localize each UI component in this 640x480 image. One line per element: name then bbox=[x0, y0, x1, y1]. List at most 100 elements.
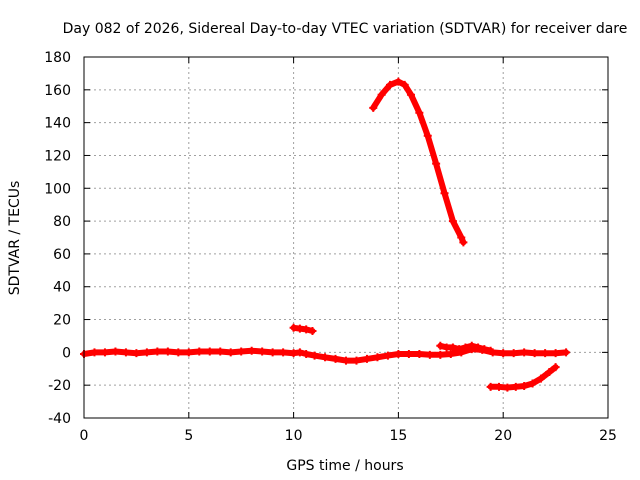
data-point bbox=[432, 159, 441, 168]
y-tick-label: 120 bbox=[44, 148, 71, 164]
data-point bbox=[295, 348, 304, 357]
y-tick-label: 20 bbox=[53, 313, 71, 329]
data-point bbox=[440, 189, 449, 198]
data-point bbox=[551, 349, 560, 358]
data-point bbox=[377, 90, 386, 99]
data-point bbox=[467, 341, 476, 350]
y-tick-label: 0 bbox=[62, 345, 71, 361]
x-tick-label: 25 bbox=[599, 428, 617, 444]
data-point bbox=[331, 354, 340, 363]
data-point bbox=[436, 350, 445, 359]
data-point bbox=[362, 354, 371, 363]
data-point bbox=[308, 327, 317, 336]
data-point bbox=[436, 341, 445, 350]
axis-ticks: 0 5 10 15 20 25 -40 -20 0 20 40 60 80 100 120 140 160 180 bbox=[44, 50, 617, 444]
data-point bbox=[163, 347, 172, 356]
data-series bbox=[80, 77, 571, 392]
x-tick-label: 10 bbox=[285, 428, 303, 444]
data-point bbox=[448, 343, 457, 352]
data-point bbox=[400, 80, 409, 89]
y-tick-label: -40 bbox=[48, 411, 71, 427]
y-tick-label: 80 bbox=[53, 214, 71, 230]
data-point bbox=[486, 346, 495, 355]
data-point bbox=[457, 233, 466, 242]
y-tick-label: 40 bbox=[53, 280, 71, 296]
data-point bbox=[216, 347, 225, 356]
data-point bbox=[342, 356, 350, 365]
data-point bbox=[195, 347, 204, 356]
data-point bbox=[310, 351, 319, 360]
data-point bbox=[423, 131, 432, 140]
data-point bbox=[302, 325, 311, 334]
data-point bbox=[90, 348, 99, 357]
data-point bbox=[237, 347, 246, 356]
y-tick-label: -20 bbox=[48, 378, 71, 394]
data-point bbox=[121, 348, 130, 357]
data-point bbox=[404, 350, 413, 359]
data-point bbox=[528, 379, 537, 388]
data-point bbox=[174, 348, 183, 357]
chart-title: Day 082 of 2026, Sidereal Day-to-day VTE… bbox=[63, 21, 628, 37]
data-point bbox=[247, 346, 256, 355]
x-tick-label: 20 bbox=[494, 428, 512, 444]
data-point bbox=[373, 353, 382, 362]
data-point bbox=[461, 343, 470, 352]
y-tick-label: 140 bbox=[44, 116, 71, 132]
y-tick-label: 180 bbox=[44, 50, 71, 66]
data-point bbox=[545, 368, 554, 377]
data-point bbox=[321, 353, 330, 362]
data-point bbox=[394, 77, 403, 86]
data-point bbox=[425, 350, 434, 359]
data-point bbox=[205, 347, 214, 356]
data-point bbox=[541, 349, 550, 358]
data-point bbox=[499, 349, 508, 358]
data-point bbox=[459, 238, 468, 247]
data-point bbox=[520, 348, 529, 357]
y-tick-label: 60 bbox=[53, 247, 71, 263]
data-point bbox=[226, 348, 235, 357]
x-tick-label: 0 bbox=[80, 428, 89, 444]
y-tick-label: 160 bbox=[44, 83, 71, 99]
data-point bbox=[258, 347, 267, 356]
data-point bbox=[530, 349, 539, 358]
series-line-2 bbox=[370, 78, 467, 246]
data-point bbox=[446, 350, 455, 359]
data-point bbox=[302, 350, 311, 359]
data-point bbox=[486, 382, 495, 391]
data-point bbox=[509, 349, 518, 358]
x-tick-label: 5 bbox=[184, 428, 193, 444]
data-point bbox=[495, 382, 504, 391]
data-point bbox=[406, 90, 415, 99]
data-point bbox=[415, 108, 424, 117]
data-point bbox=[142, 348, 151, 357]
data-point bbox=[100, 348, 109, 357]
data-point bbox=[551, 363, 560, 372]
data-point bbox=[415, 350, 424, 359]
data-point bbox=[480, 345, 489, 354]
x-tick-label: 15 bbox=[389, 428, 407, 444]
data-point bbox=[503, 383, 512, 392]
data-point bbox=[448, 217, 457, 226]
y-tick-label: 100 bbox=[44, 181, 71, 197]
data-point bbox=[268, 348, 277, 357]
data-point bbox=[520, 382, 529, 391]
data-point bbox=[474, 343, 483, 352]
series-line-3 bbox=[487, 364, 559, 391]
data-point bbox=[383, 351, 392, 360]
data-point bbox=[184, 348, 193, 357]
data-point bbox=[132, 349, 141, 358]
data-point bbox=[394, 350, 403, 359]
data-point bbox=[279, 348, 288, 357]
data-point bbox=[369, 103, 378, 112]
plot-frame bbox=[83, 56, 609, 419]
data-point bbox=[536, 374, 545, 383]
data-point bbox=[386, 80, 395, 89]
data-point bbox=[455, 345, 464, 354]
data-point bbox=[562, 348, 571, 357]
x-axis-label: GPS time / hours bbox=[286, 458, 403, 474]
data-point bbox=[111, 347, 120, 356]
data-point bbox=[511, 382, 520, 391]
y-axis-label: SDTVAR / TECUs bbox=[7, 181, 23, 296]
data-point bbox=[352, 356, 361, 365]
